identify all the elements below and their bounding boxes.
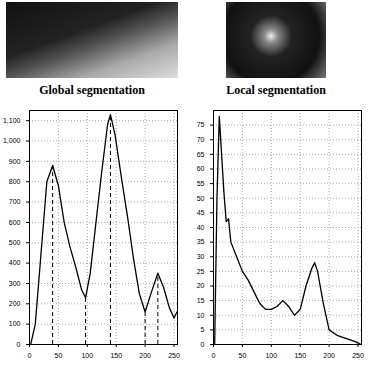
svg-text:0: 0 bbox=[212, 352, 216, 359]
svg-text:700: 700 bbox=[9, 198, 21, 205]
svg-text:10: 10 bbox=[197, 311, 205, 318]
svg-text:65: 65 bbox=[197, 151, 205, 158]
svg-text:50: 50 bbox=[55, 352, 63, 359]
svg-text:200: 200 bbox=[139, 352, 151, 359]
svg-text:30: 30 bbox=[197, 253, 205, 260]
svg-text:25: 25 bbox=[197, 268, 205, 275]
svg-text:50: 50 bbox=[239, 352, 247, 359]
svg-text:500: 500 bbox=[9, 239, 21, 246]
svg-text:55: 55 bbox=[197, 180, 205, 187]
svg-text:40: 40 bbox=[197, 224, 205, 231]
svg-text:45: 45 bbox=[197, 209, 205, 216]
svg-text:60: 60 bbox=[197, 165, 205, 172]
html-text:Local segmentation: Local segmentation bbox=[226, 83, 326, 97]
svg-text:100: 100 bbox=[9, 320, 21, 327]
svg-text:150: 150 bbox=[294, 352, 306, 359]
svg-text:400: 400 bbox=[9, 259, 21, 266]
svg-text:150: 150 bbox=[110, 352, 122, 359]
svg-text:50: 50 bbox=[197, 194, 205, 201]
svg-text:35: 35 bbox=[197, 238, 205, 245]
svg-text:800: 800 bbox=[9, 178, 21, 185]
svg-text:20: 20 bbox=[197, 282, 205, 289]
svg-text:100: 100 bbox=[265, 352, 277, 359]
svg-text:1,000: 1,000 bbox=[3, 137, 21, 144]
svg-text:100: 100 bbox=[81, 352, 93, 359]
svg-text:200: 200 bbox=[323, 352, 335, 359]
svg-text:250: 250 bbox=[168, 352, 180, 359]
svg-text:250: 250 bbox=[352, 352, 364, 359]
svg-text:200: 200 bbox=[9, 300, 21, 307]
svg-text:0: 0 bbox=[17, 341, 21, 348]
svg-text:300: 300 bbox=[9, 280, 21, 287]
svg-text:0: 0 bbox=[28, 352, 32, 359]
svg-text:900: 900 bbox=[9, 158, 21, 165]
svg-text:75: 75 bbox=[197, 121, 205, 128]
svg-text:0: 0 bbox=[201, 341, 205, 348]
svg-text:5: 5 bbox=[201, 326, 205, 333]
svg-text:1,100: 1,100 bbox=[3, 117, 21, 124]
svg-text:70: 70 bbox=[197, 136, 205, 143]
svg-text:15: 15 bbox=[197, 297, 205, 304]
svg-text:600: 600 bbox=[9, 219, 21, 226]
html-text:Global segmentation: Global segmentation bbox=[39, 83, 145, 97]
